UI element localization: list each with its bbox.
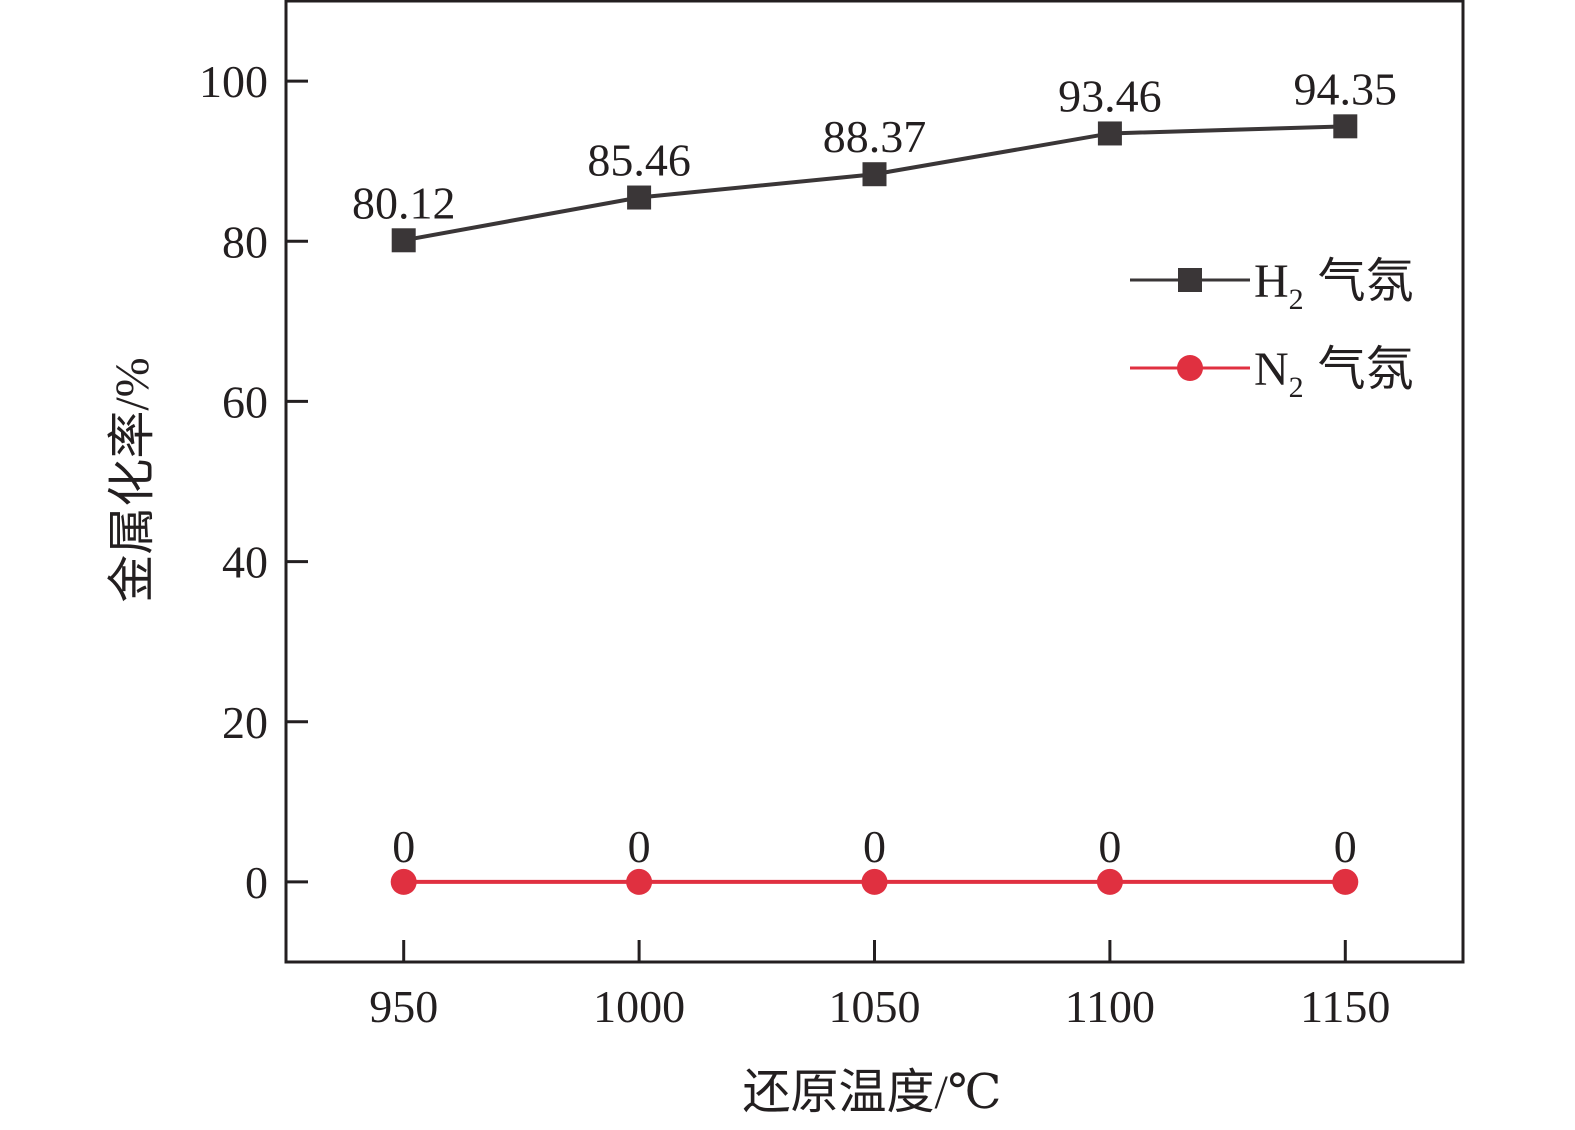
y-tick-label: 20 — [222, 697, 268, 748]
x-tick-label: 1000 — [593, 981, 685, 1032]
data-point-square — [391, 228, 416, 253]
legend-marker-square — [1178, 268, 1202, 292]
y-tick-label: 100 — [199, 56, 268, 107]
data-label: 0 — [863, 821, 886, 872]
data-point-circle — [390, 868, 417, 895]
x-tick-label: 950 — [369, 981, 438, 1032]
x-tick-label: 1050 — [829, 981, 921, 1032]
legend: H2 气氛 N2 气氛 — [1130, 255, 1414, 404]
data-label: 88.37 — [823, 111, 927, 162]
legend-label: H2 气氛 — [1254, 255, 1414, 316]
data-point-square — [1097, 121, 1122, 146]
y-tick-label: 60 — [222, 376, 268, 427]
data-point-circle — [626, 868, 653, 895]
data-point-circle — [1096, 868, 1123, 895]
data-label: 93.46 — [1058, 70, 1162, 121]
data-label: 94.35 — [1294, 63, 1398, 114]
data-point-circle — [1332, 868, 1359, 895]
data-label: 0 — [628, 821, 651, 872]
y-axis-label: 金属化率/% — [106, 357, 159, 602]
data-point-square — [1333, 114, 1358, 139]
data-point-square — [627, 185, 652, 210]
x-tick-label: 1100 — [1065, 981, 1155, 1032]
data-point-square — [862, 162, 887, 187]
y-tick-label: 40 — [222, 537, 268, 588]
axes: 0 20 40 60 80 100 950 1000 1050 1100 1150 — [199, 0, 1465, 1032]
legend-marker-circle — [1177, 355, 1203, 381]
data-label: 0 — [1098, 821, 1121, 872]
data-label: 0 — [392, 821, 415, 872]
x-tick-label: 1150 — [1300, 981, 1390, 1032]
data-label: 85.46 — [587, 135, 691, 186]
data-point-circle — [861, 868, 888, 895]
data-label: 0 — [1334, 821, 1357, 872]
series-layer: 80.12 85.46 88.37 93.46 94.35 0 0 0 0 0 — [352, 63, 1397, 895]
y-tick-label: 0 — [245, 857, 268, 908]
data-label: 80.12 — [352, 177, 456, 228]
x-axis-label: 还原温度/℃ — [742, 1066, 1001, 1119]
y-tick-label: 80 — [222, 216, 268, 267]
legend-label: N2 气氛 — [1254, 343, 1414, 404]
